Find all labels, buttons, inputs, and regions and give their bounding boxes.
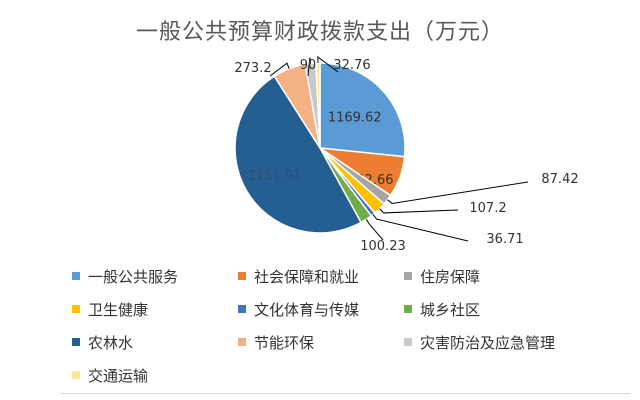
chart-legend: 一般公共服务 社会保障和就业 住房保障卫生健康 文化体育与传媒 城乡社区农林水 节能环保 灾… [72,264,592,387]
legend-swatch [238,272,246,280]
legend-item-7: 农林水 [72,330,238,354]
legend-label: 文化体育与传媒 [254,300,360,319]
leader-line-9 [307,57,312,77]
leader-line-8 [269,62,290,77]
legend-item-10: 交通运输 [72,363,238,387]
legend-swatch [404,338,412,346]
legend-swatch [238,338,246,346]
legend-item-1: 一般公共服务 [72,264,238,288]
legend-label: 节能环保 [254,333,315,352]
legend-item-3: 住房保障 [404,264,594,288]
data-label-1: 1169.62 [328,111,382,126]
legend-item-8: 节能环保 [238,330,404,354]
data-label-10: 32.76 [333,58,370,73]
leader-line-3 [387,181,529,204]
legend-item-9: 灾害防治及应急管理 [404,330,594,354]
leader-line-5 [372,214,469,242]
data-label-8: 273.2 [234,61,271,76]
data-label-9: 90 [300,58,317,73]
legend-label: 一般公共服务 [88,267,179,286]
leader-line-4 [379,208,459,214]
legend-label: 卫生健康 [88,300,149,319]
legend-swatch [72,305,80,313]
chart-title: 一般公共预算财政拨款支出（万元） [135,20,504,45]
bottom-divider [60,393,630,394]
data-label-3: 87.42 [541,172,578,187]
legend-label: 城乡社区 [420,300,481,319]
data-label-5: 36.71 [486,232,523,247]
legend-swatch [72,272,80,280]
legend-item-6: 城乡社区 [404,297,594,321]
leader-line-10 [317,56,339,73]
data-label-7: 2151.91 [248,169,302,184]
legend-label: 灾害防治及应急管理 [420,333,556,352]
legend-swatch [404,305,412,313]
legend-label: 社会保障和就业 [254,267,360,286]
legend-item-4: 卫生健康 [72,297,238,321]
legend-item-2: 社会保障和就业 [238,264,404,288]
pie-slice-7 [234,75,363,234]
leader-line-6 [365,219,384,241]
legend-swatch [238,305,246,313]
legend-label: 交通运输 [88,366,149,385]
legend-label: 农林水 [88,333,134,352]
data-label-6: 100.23 [360,239,406,254]
legend-swatch [404,272,412,280]
data-label-4: 107.2 [469,201,506,216]
legend-swatch [72,338,80,346]
legend-label: 住房保障 [420,267,481,286]
legend-swatch [72,371,80,379]
legend-item-5: 文化体育与传媒 [238,297,404,321]
pie-slice-1 [319,62,406,158]
